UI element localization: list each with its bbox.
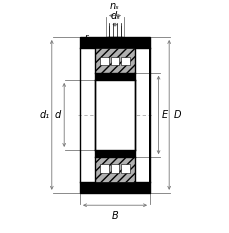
- Text: d: d: [54, 110, 60, 120]
- Text: E: E: [161, 110, 167, 120]
- Polygon shape: [94, 73, 135, 157]
- Polygon shape: [94, 80, 135, 150]
- Polygon shape: [80, 48, 81, 182]
- Text: D: D: [173, 110, 180, 120]
- Text: dₛ: dₛ: [110, 10, 119, 21]
- Text: nₛ: nₛ: [110, 1, 119, 11]
- Bar: [94, 156, 135, 182]
- Bar: [94, 48, 135, 74]
- Bar: [100, 57, 109, 65]
- Text: B: B: [111, 211, 118, 221]
- Polygon shape: [80, 182, 149, 193]
- Bar: [120, 57, 129, 65]
- Polygon shape: [94, 73, 135, 80]
- Bar: [80, 37, 149, 193]
- Bar: [100, 164, 109, 173]
- Polygon shape: [94, 73, 135, 74]
- Polygon shape: [148, 48, 149, 182]
- Polygon shape: [106, 37, 123, 39]
- Text: r: r: [85, 33, 88, 42]
- Bar: [120, 164, 129, 173]
- Polygon shape: [80, 37, 149, 48]
- Bar: [110, 57, 119, 65]
- Polygon shape: [94, 156, 135, 157]
- Polygon shape: [94, 150, 135, 157]
- Bar: [110, 164, 119, 173]
- Text: d₁: d₁: [39, 110, 49, 120]
